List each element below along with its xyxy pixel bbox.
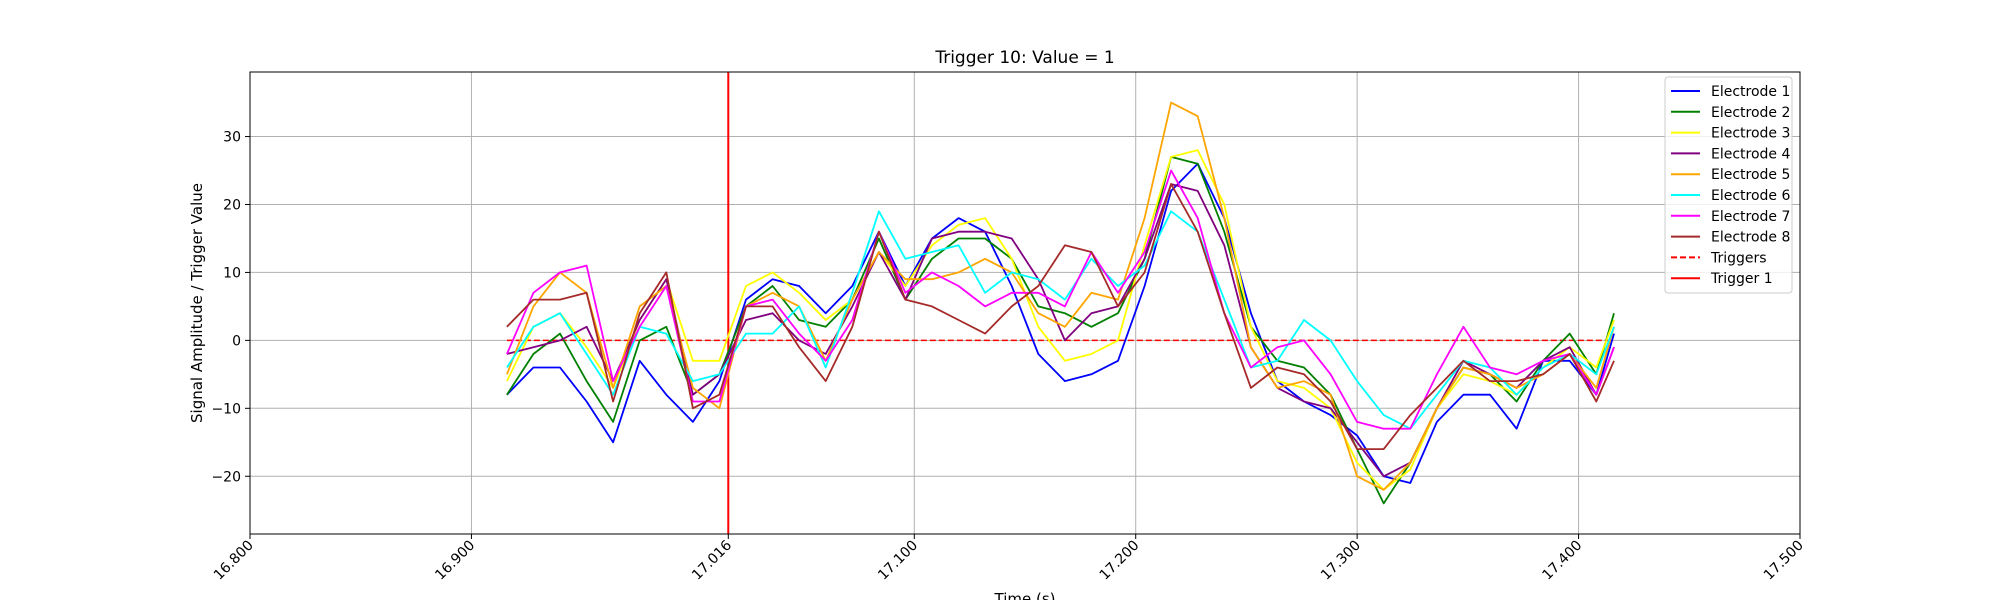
series-line-electrode-7 [506, 169, 1615, 430]
series-line-electrode-1 [506, 162, 1615, 484]
legend-label: Triggers [1710, 250, 1767, 266]
y-tick-label: 0 [232, 333, 241, 349]
legend-label: Electrode 3 [1711, 126, 1790, 142]
series-line-electrode-8 [506, 183, 1615, 450]
legend-label: Electrode 5 [1711, 167, 1790, 183]
legend-label: Electrode 1 [1711, 84, 1790, 100]
legend-box [1664, 76, 1793, 294]
series-lines [506, 101, 1615, 505]
reference-lines [506, 72, 1614, 534]
legend: Electrode 1 Electrode 2 Electrode 3 Electro… [1664, 76, 1793, 294]
legend-label: Electrode 2 [1711, 105, 1790, 121]
legend-label: Electrode 6 [1711, 188, 1790, 204]
y-tick-label: −10 [211, 401, 241, 417]
y-tick-label: 10 [223, 265, 241, 281]
legend-label: Electrode 7 [1711, 209, 1790, 225]
series-line-electrode-6 [506, 210, 1615, 430]
y-tick-label: 30 [223, 130, 241, 146]
y-tick-label: −20 [211, 469, 241, 485]
legend-label: Electrode 4 [1711, 146, 1790, 162]
x-axis-title: Time (s) [994, 590, 1056, 600]
y-tick-label: 20 [223, 197, 241, 213]
y-axis-title: Signal Amplitude / Trigger Value [188, 183, 206, 423]
legend-label: Electrode 8 [1711, 230, 1790, 246]
y-axis-ticks: −20 −10 0 10 20 30 [211, 130, 250, 485]
chart-title: Trigger 10: Value = 1 [934, 48, 1114, 68]
plot-frame [249, 71, 1801, 535]
series-line-electrode-5 [506, 101, 1615, 491]
legend-label: Trigger 1 [1710, 271, 1773, 287]
